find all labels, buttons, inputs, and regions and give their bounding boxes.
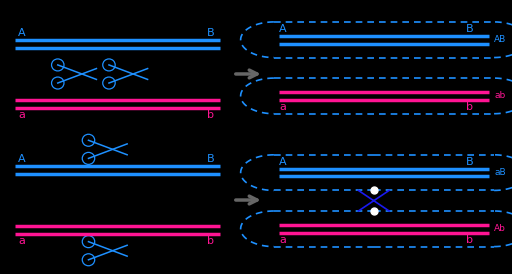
Text: ab: ab (494, 92, 505, 100)
Text: A: A (18, 154, 26, 164)
Text: Ab: Ab (494, 224, 506, 233)
Text: B: B (466, 157, 474, 167)
Text: b: b (466, 235, 473, 245)
Text: B: B (466, 24, 474, 34)
Text: AB: AB (494, 35, 506, 44)
Text: A: A (279, 24, 287, 34)
Text: B: B (207, 28, 215, 38)
Text: b: b (207, 236, 215, 246)
Text: a: a (279, 235, 286, 245)
Text: B: B (207, 154, 215, 164)
Text: a: a (18, 236, 25, 246)
Text: a: a (279, 102, 286, 112)
Text: A: A (279, 157, 287, 167)
Text: b: b (207, 110, 215, 120)
Text: A: A (18, 28, 26, 38)
Text: a: a (18, 110, 25, 120)
Text: b: b (466, 102, 473, 112)
Text: aB: aB (494, 168, 506, 177)
